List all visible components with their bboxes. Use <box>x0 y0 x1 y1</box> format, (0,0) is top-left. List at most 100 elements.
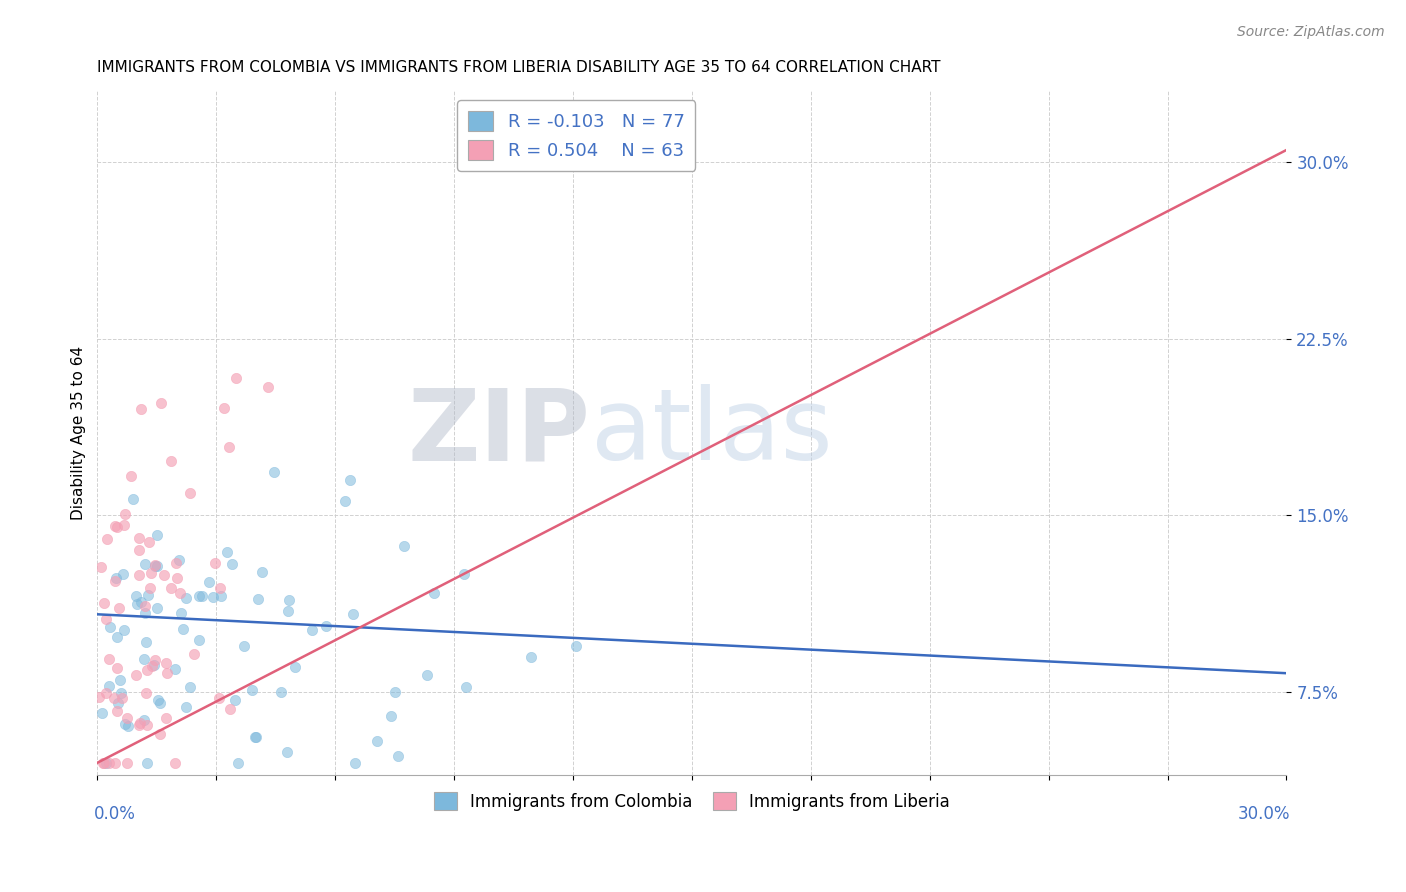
Point <box>343 756 366 770</box>
Point <box>245 730 267 744</box>
Point <box>149 696 172 710</box>
Point <box>94 685 117 699</box>
Point <box>169 606 191 620</box>
Point <box>250 565 273 579</box>
Point <box>115 711 138 725</box>
Text: IMMIGRANTS FROM COLOMBIA VS IMMIGRANTS FROM LIBERIA DISABILITY AGE 35 TO 64 CORR: IMMIGRANTS FROM COLOMBIA VS IMMIGRANTS F… <box>97 60 941 75</box>
Point <box>131 594 153 608</box>
Point <box>143 653 166 667</box>
Point <box>135 686 157 700</box>
Point <box>91 706 114 720</box>
Point <box>127 597 149 611</box>
Point <box>207 690 229 705</box>
Text: 30.0%: 30.0% <box>1237 805 1291 823</box>
Point <box>380 709 402 723</box>
Point <box>169 553 191 567</box>
Point <box>114 507 136 521</box>
Point <box>142 657 165 672</box>
Point <box>263 466 285 480</box>
Point <box>191 590 214 604</box>
Point <box>111 690 134 705</box>
Point <box>110 686 132 700</box>
Point <box>128 532 150 546</box>
Point <box>149 727 172 741</box>
Point <box>139 581 162 595</box>
Point <box>105 630 128 644</box>
Point <box>166 571 188 585</box>
Point <box>132 713 155 727</box>
Text: atlas: atlas <box>591 384 832 482</box>
Point <box>384 684 406 698</box>
Point <box>143 558 166 572</box>
Point <box>276 745 298 759</box>
Point <box>138 534 160 549</box>
Point <box>188 632 211 647</box>
Point <box>215 545 238 559</box>
Point <box>97 756 120 770</box>
Point <box>125 590 148 604</box>
Point <box>179 485 201 500</box>
Point <box>209 589 232 603</box>
Point <box>135 635 157 649</box>
Point <box>104 574 127 589</box>
Point <box>278 592 301 607</box>
Point <box>224 693 246 707</box>
Point <box>96 612 118 626</box>
Point <box>423 586 446 600</box>
Point <box>107 696 129 710</box>
Point <box>387 748 409 763</box>
Point <box>456 680 478 694</box>
Point <box>245 730 267 744</box>
Point <box>111 567 134 582</box>
Point <box>129 716 152 731</box>
Point <box>87 690 110 704</box>
Point <box>112 517 135 532</box>
Point <box>105 520 128 534</box>
Point <box>155 711 177 725</box>
Point <box>100 620 122 634</box>
Point <box>212 401 235 415</box>
Point <box>108 673 131 688</box>
Point <box>219 702 242 716</box>
Point <box>134 606 156 620</box>
Point <box>146 528 169 542</box>
Point <box>104 519 127 533</box>
Point <box>104 570 127 584</box>
Point <box>136 756 159 770</box>
Point <box>225 371 247 385</box>
Point <box>221 558 243 572</box>
Point <box>136 718 159 732</box>
Point <box>277 604 299 618</box>
Point <box>284 659 307 673</box>
Point <box>114 717 136 731</box>
Text: Source: ZipAtlas.com: Source: ZipAtlas.com <box>1237 25 1385 39</box>
Point <box>136 588 159 602</box>
Point <box>169 586 191 600</box>
Point <box>392 539 415 553</box>
Point <box>117 719 139 733</box>
Point <box>108 601 131 615</box>
Point <box>120 469 142 483</box>
Point <box>93 756 115 770</box>
Point <box>104 756 127 770</box>
Point <box>240 682 263 697</box>
Point <box>143 558 166 573</box>
Point <box>172 622 194 636</box>
Point <box>197 575 219 590</box>
Point <box>453 566 475 581</box>
Point <box>134 557 156 571</box>
Point <box>128 568 150 582</box>
Point <box>146 558 169 573</box>
Point <box>270 684 292 698</box>
Point <box>183 647 205 661</box>
Point <box>93 596 115 610</box>
Point <box>155 657 177 671</box>
Text: ZIP: ZIP <box>408 384 591 482</box>
Point <box>131 401 153 416</box>
Point <box>115 756 138 770</box>
Point <box>165 556 187 570</box>
Point <box>136 663 159 677</box>
Point <box>165 756 187 770</box>
Point <box>105 704 128 718</box>
Point <box>98 679 121 693</box>
